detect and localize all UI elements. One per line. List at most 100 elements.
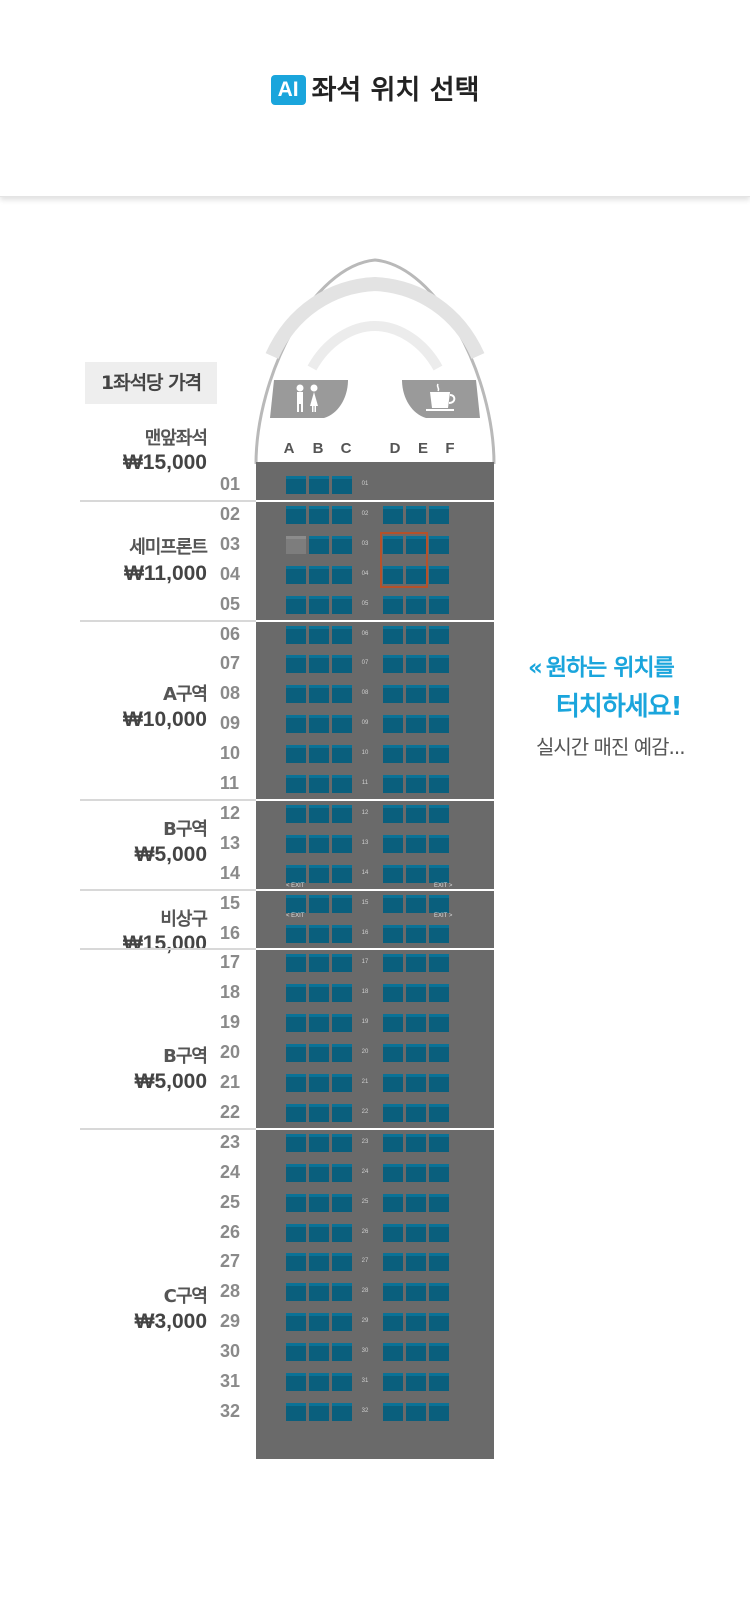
seat[interactable] [332, 1074, 352, 1092]
seat[interactable] [286, 1343, 306, 1361]
seat[interactable] [309, 984, 329, 1002]
seat[interactable] [383, 805, 403, 823]
seat[interactable] [429, 775, 449, 793]
seat[interactable] [383, 1313, 403, 1331]
seat[interactable] [332, 1164, 352, 1182]
seat[interactable] [429, 1164, 449, 1182]
seat[interactable] [286, 1014, 306, 1032]
seat[interactable] [406, 954, 426, 972]
seat[interactable] [286, 536, 306, 554]
seat[interactable] [429, 745, 449, 763]
seat[interactable] [309, 655, 329, 673]
seat[interactable] [383, 685, 403, 703]
seat[interactable] [383, 1014, 403, 1032]
seat[interactable] [406, 805, 426, 823]
seat[interactable] [383, 655, 403, 673]
seat[interactable] [286, 1074, 306, 1092]
seat[interactable] [286, 506, 306, 524]
seat[interactable] [309, 1224, 329, 1242]
seat[interactable] [429, 954, 449, 972]
seat[interactable] [309, 506, 329, 524]
seat[interactable] [406, 925, 426, 943]
seat[interactable] [429, 1373, 449, 1391]
seat[interactable] [332, 1044, 352, 1062]
seat[interactable] [286, 655, 306, 673]
seat[interactable] [309, 895, 329, 913]
seat[interactable] [383, 1253, 403, 1271]
seat[interactable] [429, 1283, 449, 1301]
seat[interactable] [406, 1283, 426, 1301]
seat[interactable] [309, 1134, 329, 1152]
seat[interactable] [429, 1253, 449, 1271]
seat[interactable] [429, 1403, 449, 1421]
seat[interactable] [383, 506, 403, 524]
seat[interactable] [383, 1194, 403, 1212]
seat[interactable] [383, 1224, 403, 1242]
seat[interactable] [286, 1253, 306, 1271]
seat[interactable] [406, 536, 426, 554]
seat[interactable] [332, 1343, 352, 1361]
seat[interactable] [286, 805, 306, 823]
seat[interactable] [383, 984, 403, 1002]
seat[interactable] [332, 805, 352, 823]
seat[interactable] [383, 715, 403, 733]
seat[interactable] [406, 655, 426, 673]
seat[interactable] [286, 835, 306, 853]
coffee-cup-icon[interactable] [396, 378, 482, 420]
seat[interactable] [383, 596, 403, 614]
seat[interactable] [309, 1343, 329, 1361]
seat[interactable] [383, 925, 403, 943]
seat[interactable] [383, 745, 403, 763]
seat[interactable] [332, 984, 352, 1002]
seat[interactable] [383, 1343, 403, 1361]
seat[interactable] [309, 1074, 329, 1092]
seat[interactable] [286, 745, 306, 763]
seat[interactable] [429, 1194, 449, 1212]
seat[interactable] [286, 865, 306, 883]
seat[interactable] [286, 476, 306, 494]
seat[interactable] [332, 596, 352, 614]
seat[interactable] [332, 1134, 352, 1152]
seat[interactable] [429, 596, 449, 614]
seat[interactable] [332, 566, 352, 584]
seat[interactable] [406, 1253, 426, 1271]
seat[interactable] [332, 506, 352, 524]
seat[interactable] [286, 596, 306, 614]
seat[interactable] [309, 835, 329, 853]
seat[interactable] [383, 1373, 403, 1391]
seat[interactable] [309, 1313, 329, 1331]
seat[interactable] [286, 685, 306, 703]
seat[interactable] [286, 895, 306, 913]
seat[interactable] [406, 1373, 426, 1391]
seat[interactable] [309, 536, 329, 554]
seat[interactable] [383, 895, 403, 913]
seat[interactable] [383, 1074, 403, 1092]
seat[interactable] [383, 1104, 403, 1122]
seat[interactable] [383, 536, 403, 554]
seat[interactable] [309, 1044, 329, 1062]
seat[interactable] [309, 1014, 329, 1032]
seat[interactable] [332, 476, 352, 494]
seat[interactable] [429, 1343, 449, 1361]
seat[interactable] [332, 1313, 352, 1331]
seat[interactable] [406, 895, 426, 913]
seat[interactable] [332, 626, 352, 644]
seat[interactable] [429, 1313, 449, 1331]
seat[interactable] [332, 1373, 352, 1391]
restroom-icon[interactable] [268, 378, 354, 420]
seat[interactable] [406, 715, 426, 733]
seat[interactable] [429, 835, 449, 853]
seat[interactable] [406, 775, 426, 793]
seat[interactable] [309, 566, 329, 584]
seat[interactable] [429, 655, 449, 673]
seat[interactable] [286, 1373, 306, 1391]
seat[interactable] [332, 954, 352, 972]
seat[interactable] [383, 1044, 403, 1062]
seat[interactable] [406, 1403, 426, 1421]
seat[interactable] [406, 1313, 426, 1331]
seat[interactable] [309, 1403, 329, 1421]
seat[interactable] [332, 1224, 352, 1242]
seat[interactable] [332, 1403, 352, 1421]
seat[interactable] [332, 685, 352, 703]
seat[interactable] [309, 775, 329, 793]
